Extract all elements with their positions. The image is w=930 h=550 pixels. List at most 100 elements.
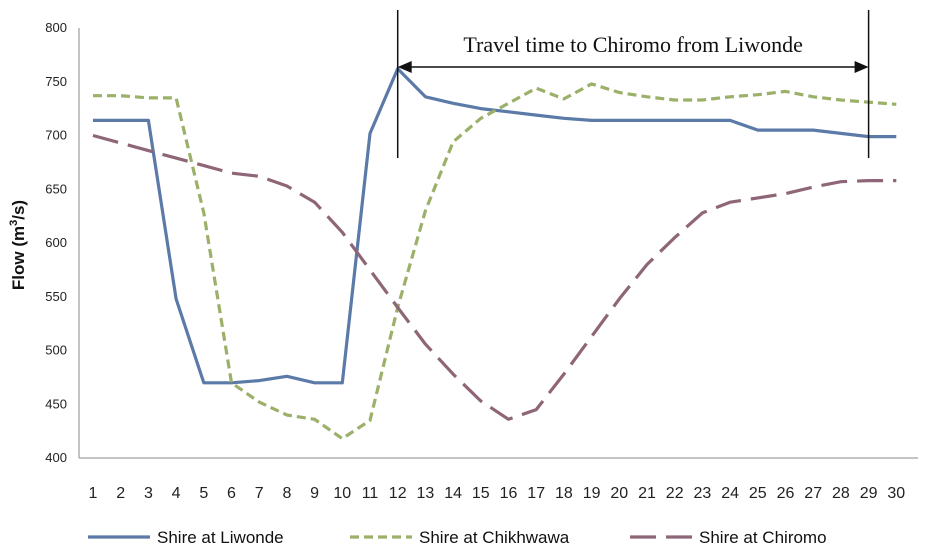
x-tick-label: 28 <box>832 485 850 502</box>
data-point <box>508 102 510 104</box>
legend-label: Shire at Chiromo <box>699 528 827 547</box>
data-point <box>812 96 814 98</box>
data-point <box>342 438 344 440</box>
data-point <box>258 176 260 178</box>
x-tick-label: 17 <box>527 485 545 502</box>
data-point <box>369 133 371 135</box>
data-point <box>314 382 316 384</box>
data-point <box>729 96 731 98</box>
data-point <box>840 99 842 101</box>
data-point <box>563 118 565 120</box>
y-tick-label: 400 <box>45 450 67 465</box>
legend-label: Shire at Chikhwawa <box>419 528 570 547</box>
data-point <box>369 420 371 422</box>
data-point <box>148 120 150 122</box>
data-point <box>397 307 399 309</box>
data-point <box>342 231 344 233</box>
data-point <box>452 141 454 143</box>
data-point <box>757 129 759 131</box>
data-point <box>896 136 898 138</box>
legend: Shire at Liwonde Shire at Chikhwawa Shire … <box>88 528 827 547</box>
data-point <box>508 419 510 421</box>
data-point <box>286 414 288 416</box>
data-point <box>563 373 565 375</box>
y-tick-label: 750 <box>45 74 67 89</box>
data-point <box>785 193 787 195</box>
data-point <box>619 298 621 300</box>
annotation-arrowhead-right <box>854 61 869 73</box>
y-tick-label: 600 <box>45 235 67 250</box>
y-tick-label: 450 <box>45 396 67 411</box>
x-tick-label: 5 <box>199 485 208 502</box>
data-point <box>840 181 842 183</box>
y-tick-label: 550 <box>45 289 67 304</box>
data-point <box>896 180 898 182</box>
x-tick-label: 27 <box>804 485 822 502</box>
legend-item: Shire at Chikhwawa <box>350 528 570 547</box>
x-tick-label: 2 <box>116 485 125 502</box>
data-point <box>425 96 427 98</box>
data-point <box>535 409 537 411</box>
x-tick-label: 1 <box>89 485 98 502</box>
data-point <box>175 97 177 99</box>
series-line <box>92 133 897 421</box>
x-tick-label: 9 <box>310 485 319 502</box>
x-tick-label: 4 <box>172 485 181 502</box>
data-point <box>258 380 260 382</box>
data-point <box>203 165 205 167</box>
x-tick-label: 20 <box>610 485 628 502</box>
data-point <box>175 298 177 300</box>
x-tick-label: 24 <box>721 485 739 502</box>
x-tick-label: 6 <box>227 485 236 502</box>
data-point <box>342 382 344 384</box>
data-point <box>120 142 122 144</box>
data-point <box>258 401 260 403</box>
data-point <box>674 120 676 122</box>
data-point <box>757 94 759 96</box>
x-tick-label: 23 <box>694 485 712 502</box>
y-tick-label: 800 <box>45 20 67 35</box>
series-line <box>93 82 897 441</box>
data-point <box>203 212 205 214</box>
data-point <box>286 376 288 378</box>
y-tick-label: 700 <box>45 128 67 143</box>
x-tick-label: 18 <box>555 485 573 502</box>
data-point <box>175 157 177 159</box>
series-line <box>93 67 897 385</box>
data-point <box>425 210 427 212</box>
y-tick-label: 500 <box>45 343 67 358</box>
data-point <box>674 237 676 239</box>
data-point <box>425 343 427 345</box>
data-point <box>785 91 787 93</box>
travel-time-annotation: Travel time to Chiromo from Liwonde <box>396 10 870 158</box>
legend-label: Shire at Liwonde <box>157 528 284 547</box>
x-tick-label: 26 <box>777 485 795 502</box>
x-tick-label: 15 <box>472 485 490 502</box>
data-point <box>868 180 870 182</box>
data-point <box>591 83 593 85</box>
axes <box>78 28 918 459</box>
y-tick-labels: 400 450 500 550 600 650 700 750 800 <box>45 20 67 465</box>
x-tick-label: 3 <box>144 485 153 502</box>
data-point <box>646 264 648 266</box>
data-point <box>674 99 676 101</box>
x-tick-label: 19 <box>583 485 601 502</box>
data-point <box>702 120 704 122</box>
data-point <box>92 120 94 122</box>
x-tick-label: 22 <box>666 485 684 502</box>
x-tick-label: 25 <box>749 485 767 502</box>
x-tick-label: 14 <box>444 485 462 502</box>
data-point <box>840 133 842 135</box>
data-point <box>480 118 482 120</box>
data-point <box>452 373 454 375</box>
series-shire-at-chiromo <box>92 133 898 421</box>
data-point <box>563 98 565 100</box>
data-point <box>508 111 510 113</box>
data-point <box>480 400 482 402</box>
data-point <box>452 102 454 104</box>
x-tick-label: 16 <box>500 485 518 502</box>
data-point <box>619 120 621 122</box>
data-point <box>619 92 621 94</box>
legend-item: Shire at Liwonde <box>88 528 284 547</box>
